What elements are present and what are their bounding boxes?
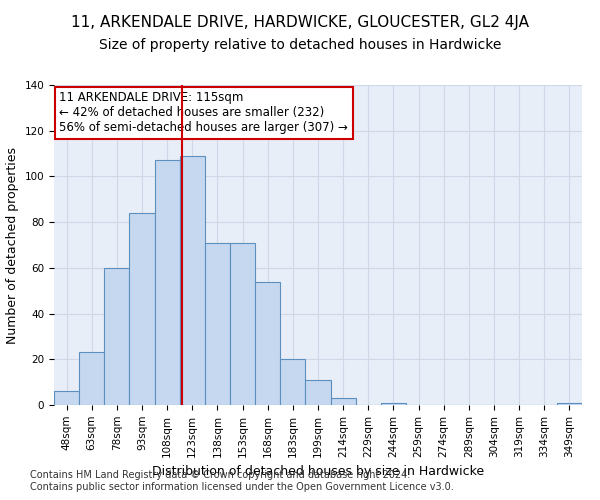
- Text: Contains HM Land Registry data © Crown copyright and database right 2024.: Contains HM Land Registry data © Crown c…: [30, 470, 410, 480]
- Bar: [280, 360, 305, 405]
- Bar: [155, 160, 180, 405]
- Bar: [305, 380, 331, 405]
- Bar: [230, 242, 255, 405]
- Bar: [130, 213, 155, 405]
- Text: 11, ARKENDALE DRIVE, HARDWICKE, GLOUCESTER, GL2 4JA: 11, ARKENDALE DRIVE, HARDWICKE, GLOUCEST…: [71, 15, 529, 30]
- X-axis label: Distribution of detached houses by size in Hardwicke: Distribution of detached houses by size …: [152, 465, 484, 478]
- Bar: [54, 392, 79, 405]
- Bar: [331, 398, 356, 405]
- Y-axis label: Number of detached properties: Number of detached properties: [6, 146, 19, 344]
- Bar: [205, 242, 230, 405]
- Bar: [79, 352, 104, 405]
- Bar: [381, 402, 406, 405]
- Bar: [557, 402, 582, 405]
- Text: Size of property relative to detached houses in Hardwicke: Size of property relative to detached ho…: [99, 38, 501, 52]
- Bar: [255, 282, 280, 405]
- Bar: [104, 268, 130, 405]
- Bar: [180, 156, 205, 405]
- Text: Contains public sector information licensed under the Open Government Licence v3: Contains public sector information licen…: [30, 482, 454, 492]
- Text: 11 ARKENDALE DRIVE: 115sqm
← 42% of detached houses are smaller (232)
56% of sem: 11 ARKENDALE DRIVE: 115sqm ← 42% of deta…: [59, 92, 348, 134]
